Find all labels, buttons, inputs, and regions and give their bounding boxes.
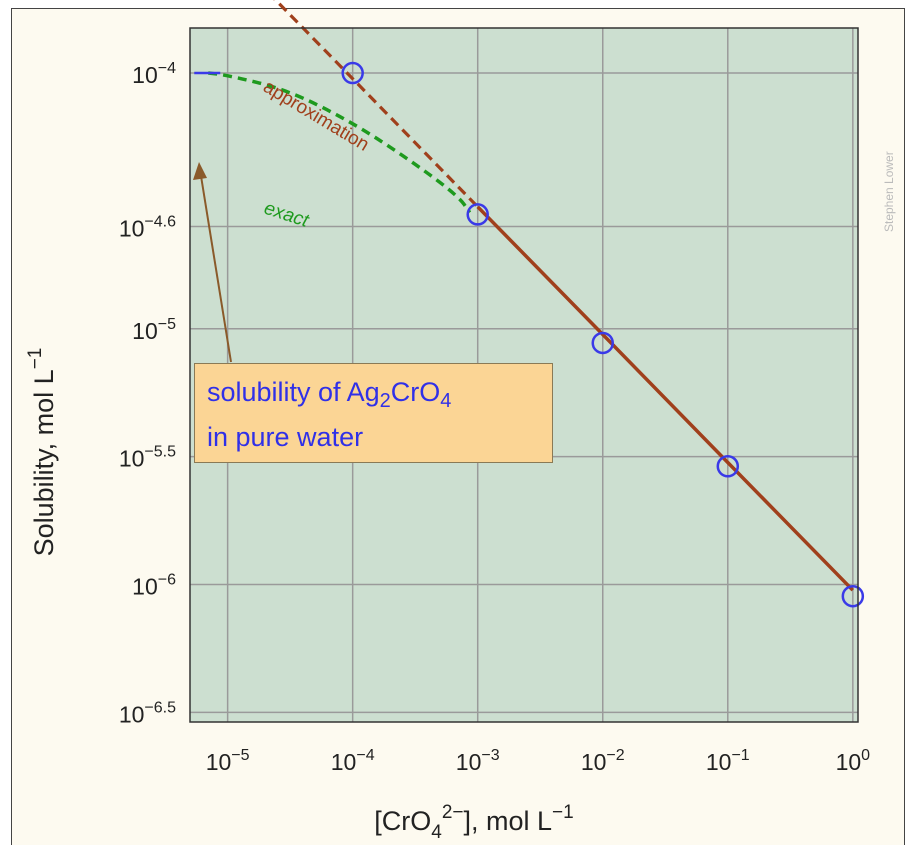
x-tick-label: 10−5 — [206, 747, 250, 775]
callout-text-mid: CrO — [391, 377, 441, 407]
author-credit: Stephen Lower — [882, 151, 896, 232]
callout-sub-2: 4 — [440, 390, 451, 412]
x-tick-label: 10−1 — [706, 747, 750, 775]
x-tick-label: 10−3 — [456, 747, 500, 775]
callout-text-pre: solubility of Ag — [207, 377, 380, 407]
x-tick-label: 10−2 — [581, 747, 625, 775]
y-tick-label: 10−6.5 — [119, 699, 176, 727]
y-axis-label: Solubility, mol L−1 — [25, 348, 59, 557]
pure-water-callout: solubility of Ag2CrO4 in pure water — [194, 363, 553, 463]
callout-sub-1: 2 — [380, 390, 391, 412]
y-tick-label: 10−6 — [132, 572, 176, 600]
x-tick-label: 10−4 — [331, 747, 375, 775]
y-tick-label: 10−5 — [132, 316, 176, 344]
callout-line-2: in pure water — [207, 415, 542, 460]
y-tick-label: 10−5.5 — [119, 444, 176, 472]
x-tick-label: 100 — [836, 747, 871, 775]
y-tick-label: 10−4 — [132, 60, 176, 88]
y-tick-label: 10−4.6 — [119, 213, 176, 241]
x-axis-label: [CrO42−], mol L−1 — [374, 802, 573, 843]
callout-line-1: solubility of Ag2CrO4 — [207, 370, 542, 415]
